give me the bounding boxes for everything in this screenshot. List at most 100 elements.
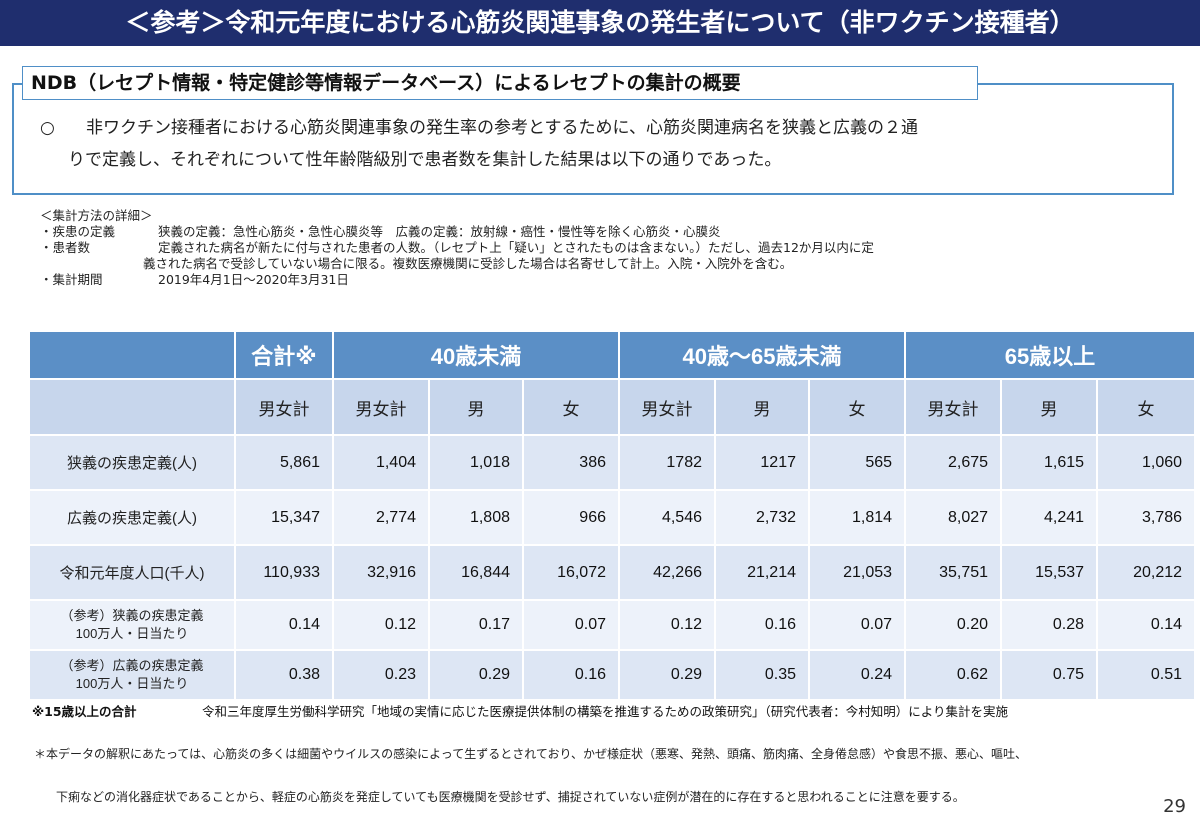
- method-value: 定義された病名が新たに付与された患者の人数。（レセプト上「疑い」とされたものは含…: [158, 240, 874, 255]
- table-cell: 110,933: [234, 544, 334, 601]
- results-table: 合計※ 40歳未満 40歳～65歳未満 65歳以上 男女計 男女計 男 女 男女…: [28, 330, 1197, 701]
- footnote-source-text: 令和三年度厚生労働科学研究「地域の実情に応じた医療提供体制の構築を推進するための…: [202, 704, 1009, 719]
- table-row: （参考）狭義の疾患定義 100万人・日当たり 0.14 0.12 0.17 0.0…: [28, 599, 1197, 651]
- overview-line-2: りで定義し、それぞれについて性年齢階級別で患者数を集計した結果は以下の通りであっ…: [68, 150, 782, 170]
- method-row: ・集計期間 2019年4月1日～2020年3月31日: [40, 272, 1160, 288]
- bullet-icon: ○: [40, 118, 55, 138]
- table-cell: 0.12: [332, 599, 430, 651]
- table-row: 広義の疾患定義(人) 15,347 2,774 1,808 966 4,546 …: [28, 489, 1197, 546]
- method-details: ＜集計方法の詳細＞ ・疾患の定義 狭義の定義：急性心筋炎・急性心膜炎等 広義の定…: [40, 208, 1160, 288]
- header-corner: [28, 330, 236, 380]
- table-cell: 1,814: [807, 489, 907, 546]
- table-cell: 1217: [714, 434, 810, 491]
- method-row: ・疾患の定義 狭義の定義：急性心筋炎・急性心膜炎等 広義の定義：放射線・癌性・慢…: [40, 224, 1160, 240]
- table-cell: 0.38: [234, 649, 334, 701]
- sub-header: 女: [1096, 378, 1197, 436]
- table-cell: 32,916: [332, 544, 430, 601]
- sub-header: 女: [807, 378, 907, 436]
- sub-header: 男女計: [332, 378, 430, 436]
- group-header-under40: 40歳未満: [332, 330, 620, 380]
- table-cell: 386: [522, 434, 620, 491]
- table-cell: 21,053: [807, 544, 907, 601]
- table-cell: 0.14: [234, 599, 334, 651]
- group-header-over65: 65歳以上: [904, 330, 1197, 380]
- table-row: 狭義の疾患定義(人) 5,861 1,404 1,018 386 1782 12…: [28, 434, 1197, 491]
- method-row: ・患者数 定義された病名が新たに付与された患者の人数。（レセプト上「疑い」とされ…: [40, 240, 1160, 256]
- table-cell: 8,027: [904, 489, 1003, 546]
- table-cell: 0.23: [332, 649, 430, 701]
- group-header-total: 合計※: [234, 330, 334, 380]
- table-cell: 2,675: [904, 434, 1003, 491]
- page-number: 29: [1163, 796, 1186, 817]
- caveat-line-2: 下痢などの消化器症状であることから、軽症の心筋炎を発症していても医療機関を受診せ…: [56, 790, 965, 804]
- table-cell: 1782: [618, 434, 716, 491]
- method-value: 狭義の定義：急性心筋炎・急性心膜炎等 広義の定義：放射線・癌性・慢性等を除く心筋…: [158, 224, 721, 239]
- method-value: 2019年4月1日～2020年3月31日: [158, 272, 349, 287]
- table-cell: 2,732: [714, 489, 810, 546]
- table-cell: 0.62: [904, 649, 1003, 701]
- table-cell: 3,786: [1096, 489, 1197, 546]
- row-label-line: （参考）広義の疾患定義: [60, 658, 204, 673]
- overview-line-1: ○ 非ワクチン接種者における心筋炎関連事象の発生率の参考とするために、心筋炎関連病…: [40, 112, 1150, 144]
- table-cell: 0.12: [618, 599, 716, 651]
- sub-header: 女: [522, 378, 620, 436]
- sub-header: 男: [428, 378, 524, 436]
- table-cell: 0.07: [807, 599, 907, 651]
- row-label-line: 100万人・日当たり: [75, 676, 189, 691]
- table-cell: 0.75: [1000, 649, 1099, 701]
- table-cell: 5,861: [234, 434, 334, 491]
- table-cell: 35,751: [904, 544, 1003, 601]
- table-cell: 42,266: [618, 544, 716, 601]
- group-header-row: 合計※ 40歳未満 40歳～65歳未満 65歳以上: [28, 330, 1197, 380]
- table-cell: 16,072: [522, 544, 620, 601]
- sub-header-row: 男女計 男女計 男 女 男女計 男 女 男女計 男 女: [28, 378, 1197, 436]
- table-cell: 0.07: [522, 599, 620, 651]
- footnote-asterisk: ※15歳以上の合計: [32, 704, 137, 719]
- table-cell: 2,774: [332, 489, 430, 546]
- table-cell: 4,546: [618, 489, 716, 546]
- row-label: 令和元年度人口(千人): [28, 544, 236, 601]
- overview-line-1-text: 非ワクチン接種者における心筋炎関連事象の発生率の参考とするために、心筋炎関連病名…: [86, 118, 918, 138]
- table-cell: 565: [807, 434, 907, 491]
- method-key: ・患者数: [40, 240, 91, 255]
- table-row: 令和元年度人口(千人) 110,933 32,916 16,844 16,072…: [28, 544, 1197, 601]
- row-label: （参考）広義の疾患定義 100万人・日当たり: [28, 649, 236, 701]
- footnote-source: ※15歳以上の合計 令和三年度厚生労働科学研究「地域の実情に応じた医療提供体制の構…: [32, 701, 1008, 720]
- table-cell: 15,347: [234, 489, 334, 546]
- table-cell: 0.51: [1096, 649, 1197, 701]
- table-cell: 1,060: [1096, 434, 1197, 491]
- sub-header: 男: [714, 378, 810, 436]
- table-cell: 21,214: [714, 544, 810, 601]
- method-heading: ＜集計方法の詳細＞: [40, 208, 153, 223]
- page-title: ＜参考＞令和元年度における心筋炎関連事象の発生者について（非ワクチン接種者）: [0, 0, 1200, 46]
- row-label: 狭義の疾患定義(人): [28, 434, 236, 491]
- row-label: 広義の疾患定義(人): [28, 489, 236, 546]
- row-label: （参考）狭義の疾患定義 100万人・日当たり: [28, 599, 236, 651]
- method-key: ・疾患の定義: [40, 224, 116, 239]
- table-cell: 0.24: [807, 649, 907, 701]
- method-key: ・集計期間: [40, 272, 103, 287]
- table-cell: 1,404: [332, 434, 430, 491]
- table-cell: 0.17: [428, 599, 524, 651]
- row-label-line: （参考）狭義の疾患定義: [60, 608, 204, 623]
- overview-text: ○ 非ワクチン接種者における心筋炎関連事象の発生率の参考とするために、心筋炎関連病…: [40, 112, 1150, 176]
- table-cell: 0.16: [714, 599, 810, 651]
- table-cell: 1,615: [1000, 434, 1099, 491]
- table-cell: 15,537: [1000, 544, 1099, 601]
- caveat-line-1: ＊本データの解釈にあたっては、心筋炎の多くは細菌やウイルスの感染によって生ずると…: [34, 747, 1028, 761]
- table-cell: 1,018: [428, 434, 524, 491]
- table-cell: 0.29: [618, 649, 716, 701]
- sub-header: 男: [1000, 378, 1099, 436]
- table-cell: 0.16: [522, 649, 620, 701]
- table-row: （参考）広義の疾患定義 100万人・日当たり 0.38 0.23 0.29 0.1…: [28, 649, 1197, 701]
- sub-header-corner: [28, 378, 236, 436]
- table-cell: 0.29: [428, 649, 524, 701]
- table-cell: 0.14: [1096, 599, 1197, 651]
- table-cell: 0.35: [714, 649, 810, 701]
- sub-header: 男女計: [618, 378, 716, 436]
- table-cell: 4,241: [1000, 489, 1099, 546]
- table-cell: 1,808: [428, 489, 524, 546]
- table-cell: 0.20: [904, 599, 1003, 651]
- sub-header: 男女計: [904, 378, 1003, 436]
- table-cell: 16,844: [428, 544, 524, 601]
